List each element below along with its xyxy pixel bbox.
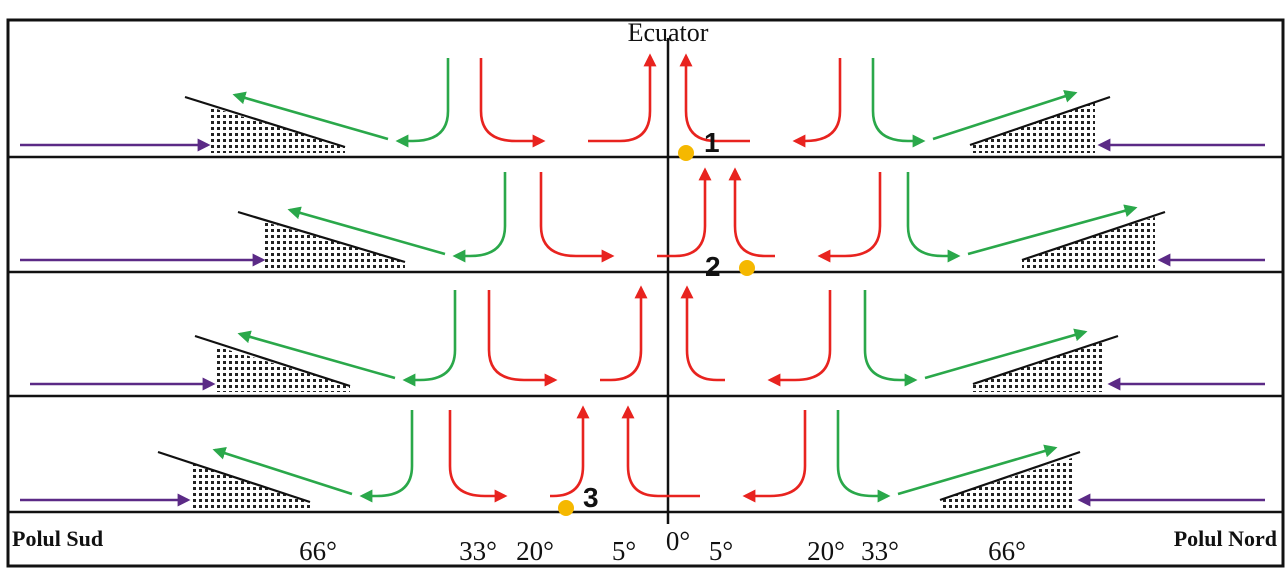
south-westerly <box>287 206 446 256</box>
north-itcz-rise <box>679 53 750 143</box>
tick-0: 0° <box>666 526 690 556</box>
tick-20-n: 20° <box>807 536 845 566</box>
north-trade-wind <box>817 172 882 263</box>
south-pole-label: Polul Sud <box>12 526 103 551</box>
north-trade-wind <box>742 410 807 503</box>
north-westerly <box>967 204 1138 256</box>
south-itcz-rise <box>600 285 648 382</box>
south-trade-wind <box>487 290 558 387</box>
north-westerly <box>897 444 1058 496</box>
tick-66-s: 66° <box>299 536 337 566</box>
south-polar-front <box>194 334 351 388</box>
marker-2: 2 <box>705 251 755 282</box>
marker-dot <box>558 500 574 516</box>
north-pole-label: Polul Nord <box>1174 526 1277 551</box>
south-trade-wind <box>479 58 546 148</box>
tick-20-s: 20° <box>516 536 554 566</box>
south-polar-high <box>215 346 350 392</box>
marker-label: 2 <box>705 251 721 282</box>
south-westerly-down <box>402 290 457 387</box>
north-westerly-down <box>863 290 918 387</box>
north-itcz-rise <box>680 285 725 382</box>
south-trade-wind <box>539 172 615 263</box>
wind-row-3 <box>30 285 1265 392</box>
north-westerly-down <box>906 172 961 263</box>
north-itcz-rise <box>728 167 775 258</box>
south-westerly <box>237 330 396 380</box>
north-polar-front <box>972 334 1119 386</box>
marker-dot <box>678 145 694 161</box>
wind-row-1 <box>20 53 1265 153</box>
marker-1: 1 <box>678 127 720 161</box>
north-polar-high <box>973 341 1105 392</box>
tick-66-n: 66° <box>988 536 1026 566</box>
south-polar-front <box>184 95 346 149</box>
tick-5-n: 5° <box>709 536 733 566</box>
north-polar-front <box>1021 210 1166 262</box>
north-trade-wind <box>767 290 832 387</box>
north-westerly <box>924 328 1088 380</box>
marker-label: 1 <box>704 127 720 158</box>
diagram-frame <box>6 18 1285 568</box>
south-westerly-down <box>395 58 450 148</box>
wind-row-2 <box>20 167 1265 268</box>
south-polar-front <box>157 450 311 504</box>
south-polar-high <box>265 222 405 268</box>
tick-33-s: 33° <box>459 536 497 566</box>
marker-dot <box>739 260 755 276</box>
wind-row-4 <box>20 405 1265 508</box>
south-westerly <box>232 91 389 141</box>
south-itcz-rise <box>588 53 657 143</box>
south-westerly <box>212 446 353 496</box>
wind-rows <box>20 53 1265 508</box>
north-polar-front <box>969 95 1111 147</box>
north-polar-high <box>970 102 1095 153</box>
south-polar-front <box>237 210 406 264</box>
north-trade-wind <box>792 58 842 148</box>
north-polar-high <box>1022 217 1155 268</box>
latitude-ticks: 66° 33° 20° 5° 0° 5° 20° 33° 66° <box>299 526 1026 566</box>
tick-5-s: 5° <box>612 536 636 566</box>
north-itcz-rise <box>621 405 700 498</box>
north-westerly-down <box>871 58 926 148</box>
north-westerly-down <box>836 410 891 503</box>
north-westerly <box>932 90 1078 141</box>
south-westerly-down <box>359 410 414 503</box>
south-itcz-rise <box>657 167 712 258</box>
equator-title: Ecuator <box>628 18 709 47</box>
north-polar-front <box>939 450 1081 502</box>
north-polar-high <box>940 457 1075 508</box>
south-polar-high <box>210 107 345 153</box>
marker-label: 3 <box>583 482 599 513</box>
south-itcz-rise <box>550 405 590 498</box>
belt-lines <box>8 155 1283 514</box>
south-trade-wind <box>448 410 508 503</box>
south-westerly-down <box>452 172 507 263</box>
tick-33-n: 33° <box>861 536 899 566</box>
marker-3: 3 <box>558 482 599 516</box>
